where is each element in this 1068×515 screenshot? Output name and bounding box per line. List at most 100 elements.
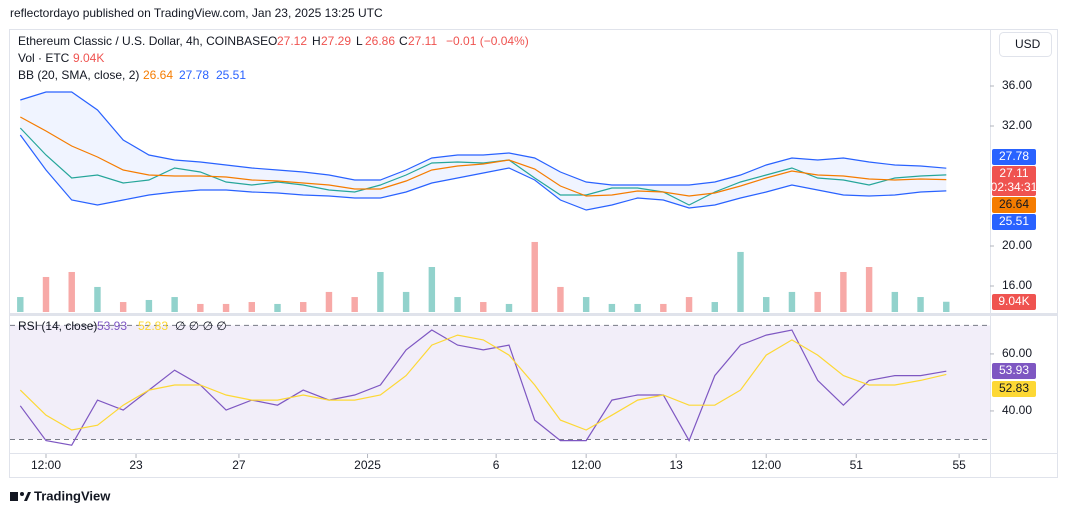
series-line — [19, 329, 947, 446]
x-tick-label: 55 — [952, 458, 966, 472]
footer-logo — [10, 492, 31, 501]
x-tick-label: 12:00 — [31, 458, 61, 472]
y-tick-label: 60.00 — [1002, 346, 1032, 360]
volume-bar — [711, 302, 718, 312]
volume-bar — [891, 291, 899, 312]
volume-bar — [325, 291, 333, 312]
volume-label: Vol · ETC — [18, 51, 70, 65]
ohlc-value: 27.12 — [277, 34, 307, 48]
y-tick-label: 32.00 — [1002, 118, 1032, 132]
volume-bar — [119, 302, 127, 312]
volume-bar — [840, 271, 847, 312]
ohlc-key: L — [356, 34, 363, 48]
bb-basis-value: 26.64 — [143, 68, 173, 82]
volume-bar — [737, 251, 744, 312]
volume-bar — [557, 286, 564, 312]
upper-badge-bg — [992, 149, 1036, 165]
bb-upper-value: 27.78 — [179, 68, 209, 82]
series-line — [20, 116, 947, 197]
rsi-value: 53.93 — [97, 319, 127, 333]
volume-bar — [917, 297, 924, 312]
volume-bar — [788, 291, 796, 312]
volume-bar — [222, 303, 230, 312]
volume-bar — [582, 297, 590, 312]
y-tick-label: 36.00 — [1002, 78, 1032, 92]
close-badge: 27.11 — [999, 166, 1028, 180]
series-line — [19, 127, 947, 206]
rsi-badge: 53.93 — [999, 363, 1029, 377]
volume-bar — [248, 302, 255, 312]
bb-lower-value: 25.51 — [216, 68, 246, 82]
upper-badge: 27.78 — [999, 149, 1029, 163]
volume-bar — [145, 299, 153, 312]
x-tick-label: 27 — [232, 458, 246, 472]
volume-bar — [17, 297, 24, 312]
y-tick-label: 20.00 — [1002, 238, 1032, 252]
x-tick-label: 6 — [493, 458, 500, 472]
x-tick-label: 13 — [670, 458, 684, 472]
ohlc-key: C — [399, 34, 408, 48]
volume-bar — [197, 303, 204, 312]
currency[interactable]: USD — [1015, 37, 1041, 51]
price-pane — [17, 91, 950, 312]
volume-bar — [94, 286, 101, 312]
volume-bar — [480, 302, 487, 312]
series-line — [19, 134, 947, 211]
volume-bar — [660, 303, 667, 312]
rsi-ma-badge-bg — [992, 381, 1036, 397]
x-tick-label: 12:00 — [571, 458, 601, 472]
rsi-ma-value: 52.83 — [138, 319, 168, 333]
y-tick-label: 16.00 — [1002, 278, 1032, 292]
x-tick-label: 2025 — [354, 458, 381, 472]
rsi-badge-bg — [992, 363, 1036, 379]
change: −0.01 (−0.04%) — [446, 34, 529, 48]
volume-badge-bg — [992, 294, 1036, 310]
x-tick-label: 51 — [850, 458, 864, 472]
axes: 36.00 32.00 20.00 16.00 60.00 40.00 12:00 23 27 2… — [31, 78, 1038, 472]
rsi-pane — [10, 324, 990, 446]
ohlc-key: O — [268, 34, 277, 48]
rsi-background — [10, 325, 990, 440]
ohlc-value: 27.11 — [408, 34, 437, 48]
volume-bar — [402, 291, 410, 312]
x-tick-label: 12:00 — [751, 458, 781, 472]
close-badge-bg — [992, 166, 1036, 196]
x-tick-label: 23 — [129, 458, 143, 472]
rsi-ma-badge: 52.83 — [999, 381, 1029, 395]
volume-bar — [634, 303, 641, 312]
volume-value: 9.04K — [73, 51, 104, 65]
ohlc-value: 26.86 — [365, 34, 395, 48]
volume-bar — [505, 303, 513, 312]
lower-badge-bg — [992, 214, 1036, 230]
series-line — [20, 91, 947, 186]
volume-bar — [763, 297, 770, 312]
lower-badge: 25.51 — [999, 214, 1029, 228]
volume-bar — [68, 271, 75, 312]
basis-badge: 26.64 — [999, 197, 1029, 211]
ohlc-key: H — [312, 34, 321, 48]
volume-bar — [428, 267, 436, 312]
close-badge-countdown: 02:34:31 — [991, 180, 1038, 194]
volume-bar — [865, 267, 873, 312]
volume-bar — [608, 303, 616, 312]
volume-bar — [814, 291, 821, 312]
volume-bar — [685, 297, 693, 312]
ohlc-value: 27.29 — [321, 34, 351, 48]
volume-bar — [531, 241, 538, 312]
footer-brand: TradingView — [34, 488, 111, 503]
symbol-title: Ethereum Classic / U.S. Dollar, 4h, COIN… — [18, 34, 268, 48]
volume-bar — [274, 303, 281, 312]
rsi-label: RSI (14, close) — [18, 319, 97, 333]
volume-bar — [300, 302, 307, 312]
currency-button[interactable] — [999, 32, 1052, 57]
publisher: reflectordayo published on TradingView.c… — [10, 6, 383, 20]
volume-bar — [454, 297, 461, 312]
volume-badge: 9.04K — [998, 294, 1029, 308]
series-line — [19, 334, 947, 431]
volume-bar — [943, 301, 950, 312]
basis-badge-bg — [992, 197, 1036, 213]
volume-bar — [377, 271, 384, 312]
volume-bar — [42, 276, 50, 312]
